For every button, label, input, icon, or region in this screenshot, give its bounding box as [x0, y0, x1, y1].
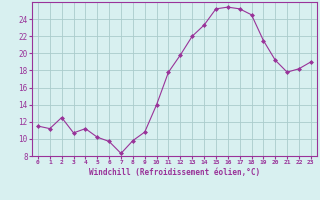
- X-axis label: Windchill (Refroidissement éolien,°C): Windchill (Refroidissement éolien,°C): [89, 168, 260, 177]
